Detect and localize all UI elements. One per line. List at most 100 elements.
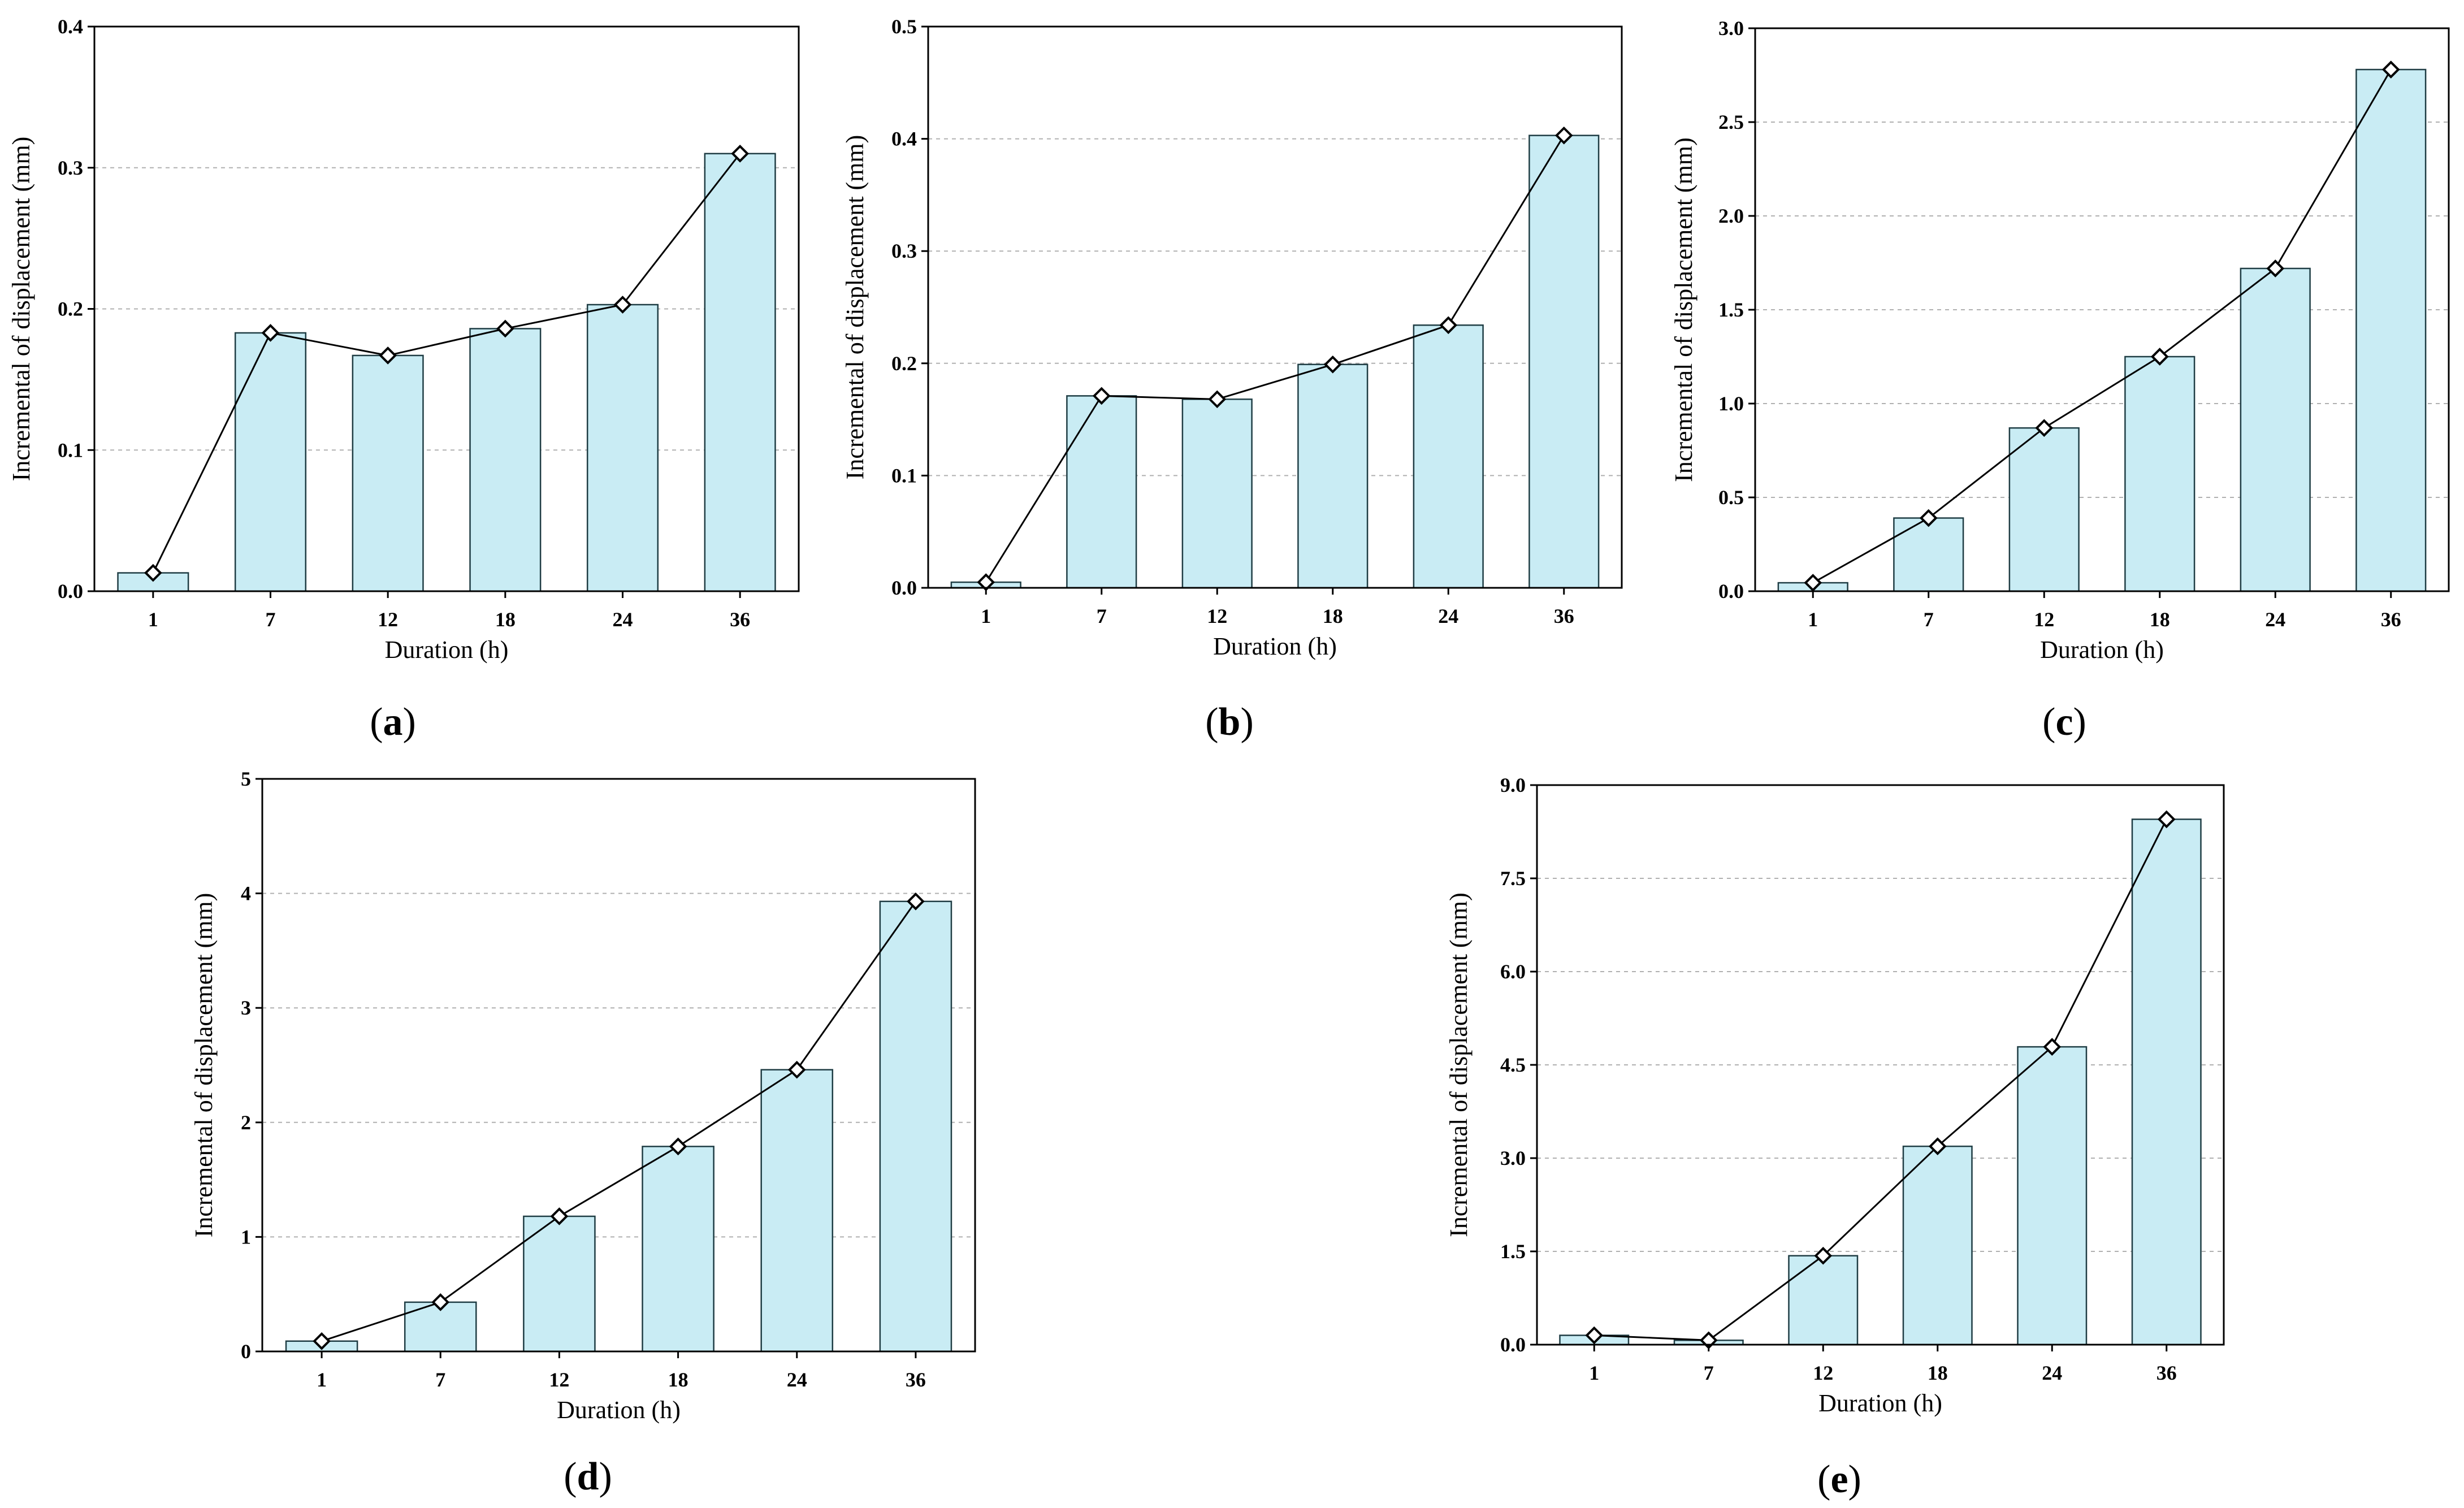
x-tick-label: 12: [1207, 605, 1227, 627]
bar: [1066, 395, 1137, 589]
panel-label-open-paren: (: [1817, 1458, 1830, 1501]
panel-label-open-paren: (: [370, 700, 383, 744]
plot-frame: [927, 25, 1623, 589]
y-tick-label: 3.0: [1718, 17, 1744, 40]
data-point-marker: [496, 319, 514, 338]
bar: [2008, 427, 2080, 592]
plot-frame: [261, 778, 976, 1353]
y-tick-label: 3.0: [1500, 1147, 1526, 1169]
bar: [642, 1146, 714, 1353]
x-tick-label: 36: [2156, 1362, 2177, 1384]
data-point-marker: [731, 144, 749, 163]
data-point-marker: [1814, 1246, 1833, 1265]
x-tick-label: 7: [1704, 1362, 1714, 1384]
y-tick-label: 0.3: [58, 157, 83, 179]
chart-c: 0.0 0.5 1.0 1.5 2.0 2.5 3.0 1 7 12 18 24 36 Duration …: [1670, 17, 2450, 744]
x-tick-label: 7: [266, 608, 276, 631]
panel-label-close-paren: ): [403, 700, 416, 744]
panel-label-open-paren: (: [564, 1455, 577, 1498]
x-tick-label: 18: [1323, 605, 1343, 627]
data-point-marker: [2157, 810, 2176, 829]
x-tick-label: 18: [2150, 608, 2170, 631]
x-tick-label: 36: [730, 608, 750, 631]
data-point-marker: [261, 324, 280, 342]
y-tick-label: 0: [241, 1340, 251, 1363]
bar: [879, 900, 952, 1353]
y-axis-title: Incremental of displacement (mm): [1670, 137, 1697, 482]
data-point-marker: [1804, 574, 1822, 592]
x-tick-label: 18: [668, 1368, 688, 1391]
x-tick-label: 1: [1808, 608, 1818, 631]
bar: [1893, 517, 1964, 592]
y-tick-label: 0.5: [1718, 486, 1744, 509]
panel-label-close-paren: ): [599, 1455, 612, 1498]
data-point-marker: [2266, 259, 2285, 278]
data-point-marker: [2043, 1038, 2062, 1056]
y-tick-label: 1.5: [1500, 1240, 1526, 1263]
data-point-marker: [787, 1060, 806, 1079]
y-tick-label: 1: [241, 1225, 251, 1248]
bar: [2355, 68, 2427, 592]
data-point-marker: [907, 892, 925, 911]
x-tick-label: 18: [1928, 1362, 1948, 1384]
series-line: [1812, 69, 2392, 584]
x-tick-label: 24: [1438, 605, 1458, 627]
x-tick-label: 36: [906, 1368, 926, 1391]
y-axis-title: Incremental of displacement (mm): [190, 893, 218, 1238]
y-tick-label: 2.0: [1718, 205, 1744, 227]
bar: [1413, 324, 1484, 589]
data-point-marker: [431, 1293, 450, 1311]
x-tick-label: 12: [549, 1368, 569, 1391]
x-tick-label: 1: [148, 608, 158, 631]
y-tick-label: 0.2: [891, 352, 917, 375]
bar: [2124, 356, 2195, 592]
y-tick-label: 0.0: [1500, 1333, 1526, 1356]
data-point-marker: [1208, 390, 1227, 409]
x-tick-label: 12: [2034, 608, 2054, 631]
y-tick-label: 0.5: [891, 15, 917, 38]
panel-label-close-paren: ): [1848, 1458, 1861, 1501]
data-point-marker: [1928, 1137, 1947, 1155]
x-tick-label: 12: [378, 608, 398, 631]
bar: [2131, 818, 2202, 1346]
y-tick-label: 0.0: [58, 580, 83, 603]
y-tick-label: 1.5: [1718, 298, 1744, 321]
bar: [469, 328, 542, 592]
bar: [1181, 398, 1253, 589]
x-tick-label: 24: [2042, 1362, 2062, 1384]
series-line: [152, 153, 741, 574]
y-tick-label: 0.0: [1718, 580, 1744, 603]
bar: [1788, 1255, 1859, 1346]
bar: [1528, 135, 1600, 589]
panel-label-letter: b: [1219, 700, 1241, 744]
y-tick-label: 0.0: [891, 577, 917, 599]
x-axis-title: Duration (h): [1213, 632, 1337, 660]
x-tick-label: 1: [1589, 1362, 1599, 1384]
x-axis-title: Duration (h): [557, 1396, 681, 1424]
x-axis-title: Duration (h): [1818, 1389, 1942, 1417]
data-point-marker: [313, 1332, 331, 1350]
chart-a: 0.0 0.1 0.2 0.3 0.4 1 7 12 18 24 36 Duration (h) Inc…: [7, 15, 800, 744]
x-tick-label: 7: [1924, 608, 1934, 631]
series-line: [985, 135, 1565, 583]
y-tick-label: 4: [241, 882, 251, 905]
y-tick-label: 5: [241, 768, 251, 790]
x-tick-label: 24: [613, 608, 633, 631]
x-tick-label: 7: [1097, 605, 1107, 627]
series-line: [321, 900, 917, 1342]
data-point-marker: [550, 1207, 569, 1225]
y-tick-label: 0.4: [891, 128, 917, 150]
x-tick-label: 1: [317, 1368, 327, 1391]
data-point-marker: [613, 296, 632, 314]
data-point-marker: [669, 1137, 687, 1156]
bar: [523, 1215, 596, 1353]
y-axis-title: Incremental of displacement (mm): [1445, 892, 1473, 1237]
bar: [234, 332, 307, 592]
x-tick-label: 1: [981, 605, 991, 627]
y-tick-label: 3: [241, 996, 251, 1019]
panel-label: (b): [1205, 700, 1254, 744]
panel-label: (a): [370, 700, 416, 744]
y-tick-label: 2.5: [1718, 111, 1744, 133]
